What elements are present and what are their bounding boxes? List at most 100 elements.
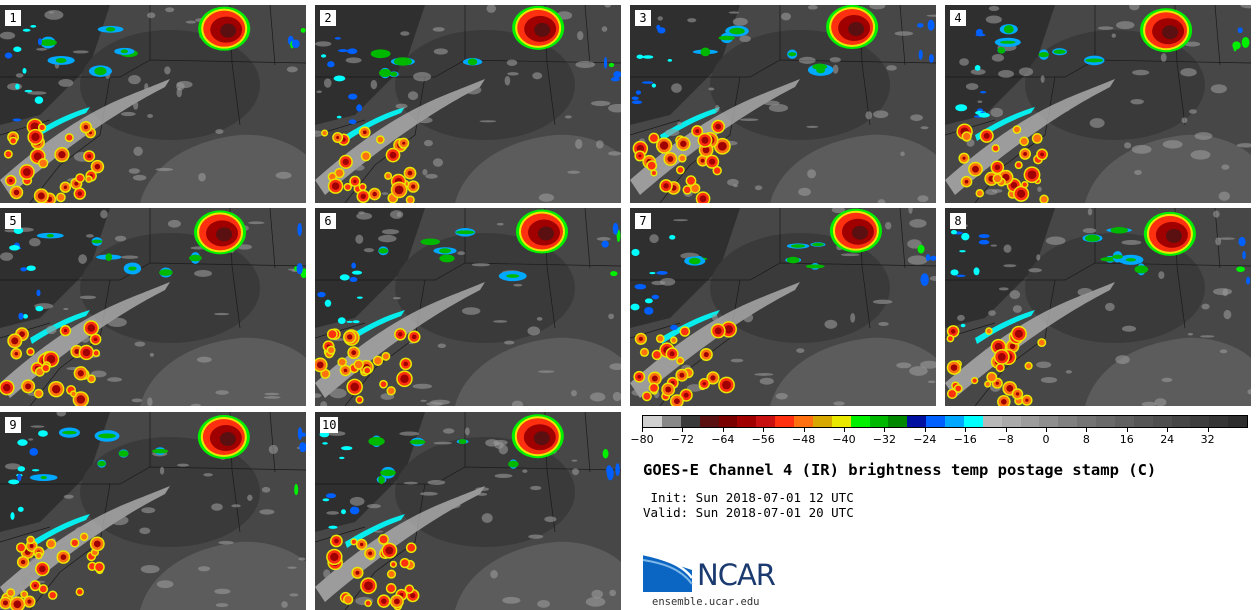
panel-number-label: 1 bbox=[5, 10, 21, 26]
colorbar-swatch bbox=[1058, 416, 1078, 427]
colorbar-swatch bbox=[1020, 416, 1040, 427]
colorbar-tick bbox=[965, 428, 967, 432]
colorbar-swatch bbox=[1171, 416, 1191, 427]
colorbar-swatch bbox=[1096, 416, 1115, 427]
colorbar-swatch bbox=[1114, 416, 1134, 427]
colorbar-swatch bbox=[1228, 416, 1247, 427]
postage-stamp-panel: 7 bbox=[630, 208, 936, 406]
panel-number-label: 4 bbox=[950, 10, 966, 26]
panel-number-label: 10 bbox=[320, 417, 339, 433]
panel-number-label: 8 bbox=[950, 213, 966, 229]
postage-stamp-panel: 8 bbox=[945, 208, 1251, 406]
colorbar-swatch bbox=[1152, 416, 1172, 427]
colorbar-tick bbox=[924, 428, 926, 432]
ir-satellite-map bbox=[630, 5, 936, 203]
panel-number-label: 2 bbox=[320, 10, 336, 26]
colorbar-tick bbox=[682, 428, 684, 432]
colorbar-tick-label: 8 bbox=[1082, 433, 1090, 446]
colorbar-tick bbox=[1126, 428, 1128, 432]
postage-stamp-panel: 9 bbox=[0, 412, 306, 610]
colorbar-tick bbox=[1005, 428, 1007, 432]
colorbar-tick-label: 24 bbox=[1160, 433, 1175, 446]
colorbar-tick-label: 16 bbox=[1119, 433, 1134, 446]
colorbar-swatch bbox=[831, 416, 851, 427]
colorbar-swatch bbox=[869, 416, 889, 427]
colorbar-tick-label: −72 bbox=[670, 433, 694, 446]
ir-satellite-map bbox=[945, 208, 1251, 406]
panel-number-label: 9 bbox=[5, 417, 21, 433]
colorbar-tick-label: −24 bbox=[913, 433, 937, 446]
colorbar-tick-label: −48 bbox=[791, 433, 816, 446]
colorbar-swatch bbox=[1077, 416, 1096, 427]
colorbar-tick bbox=[1207, 428, 1209, 432]
colorbar-swatch bbox=[794, 416, 813, 427]
ir-satellite-map bbox=[0, 5, 306, 203]
colorbar-tick-label: −16 bbox=[953, 433, 977, 446]
colorbar-swatch bbox=[1039, 416, 1059, 427]
panel-number-label: 7 bbox=[635, 213, 651, 229]
init-time: Init: Sun 2018-07-01 12 UTC bbox=[643, 490, 854, 505]
colorbar-tick bbox=[1167, 428, 1169, 432]
colorbar-tick-label: 32 bbox=[1200, 433, 1215, 446]
colorbar-swatch bbox=[756, 416, 776, 427]
postage-stamp-panel: 2 bbox=[315, 5, 621, 203]
logo-text: NCAR bbox=[697, 558, 776, 592]
colorbar-swatch bbox=[775, 416, 794, 427]
panel-number-label: 5 bbox=[5, 213, 21, 229]
colorbar-tick bbox=[763, 428, 765, 432]
colorbar-swatch bbox=[680, 416, 700, 427]
colorbar-swatch bbox=[1133, 416, 1153, 427]
colorbar-swatch bbox=[1209, 416, 1229, 427]
colorbar bbox=[642, 415, 1248, 428]
colorbar-swatch bbox=[661, 416, 681, 427]
colorbar-tick bbox=[884, 428, 886, 432]
colorbar-tick bbox=[1046, 428, 1047, 432]
panel-number-label: 6 bbox=[320, 213, 336, 229]
colorbar-swatch bbox=[926, 416, 945, 427]
colorbar-tick bbox=[1086, 428, 1088, 432]
panel-number-label: 3 bbox=[635, 10, 651, 26]
ir-satellite-map bbox=[315, 412, 621, 610]
colorbar-tick-label: −56 bbox=[751, 433, 775, 446]
postage-stamp-panel: 5 bbox=[0, 208, 306, 406]
colorbar-tick-label: −40 bbox=[832, 433, 856, 446]
ir-satellite-map bbox=[315, 5, 621, 203]
postage-stamp-panel: 3 bbox=[630, 5, 936, 203]
postage-stamp-panel: 10 bbox=[315, 412, 621, 610]
site-url: ensemble.ucar.edu bbox=[652, 596, 760, 608]
ir-satellite-map bbox=[630, 208, 936, 406]
colorbar-swatch bbox=[643, 416, 662, 427]
valid-time: Valid: Sun 2018-07-01 20 UTC bbox=[643, 505, 854, 520]
postage-stamp-panel: 1 bbox=[0, 5, 306, 203]
colorbar-tick bbox=[844, 428, 845, 432]
colorbar-tick bbox=[722, 428, 724, 432]
colorbar-tick-label: −64 bbox=[711, 433, 735, 446]
colorbar-tick-label: 0 bbox=[1042, 433, 1050, 446]
colorbar-swatch bbox=[907, 416, 927, 427]
colorbar-swatch bbox=[699, 416, 719, 427]
ir-satellite-map bbox=[315, 208, 621, 406]
colorbar-tick-label: −8 bbox=[997, 433, 1014, 446]
ir-satellite-map bbox=[0, 412, 306, 610]
colorbar-swatch bbox=[812, 416, 832, 427]
colorbar-swatch bbox=[718, 416, 738, 427]
ir-satellite-map bbox=[0, 208, 306, 406]
ncar-logo-icon bbox=[642, 552, 694, 592]
colorbar-swatch bbox=[1001, 416, 1021, 427]
colorbar-swatch bbox=[850, 416, 870, 427]
colorbar-swatch bbox=[888, 416, 908, 427]
colorbar-swatch bbox=[945, 416, 964, 427]
colorbar-swatch bbox=[963, 416, 983, 427]
colorbar-swatch bbox=[737, 416, 757, 427]
colorbar-tick-label: −80 bbox=[630, 433, 654, 446]
postage-stamp-panel: 4 bbox=[945, 5, 1251, 203]
postage-stamp-panel: 6 bbox=[315, 208, 621, 406]
colorbar-ticks: −80 −72 −64 −56 −48 −40 −32 −24 −16 −8 0 8 16 24 32 bbox=[630, 428, 1248, 450]
colorbar-tick bbox=[803, 428, 805, 432]
colorbar-swatch bbox=[1190, 416, 1210, 427]
colorbar-tick-label: −32 bbox=[872, 433, 896, 446]
figure-title: GOES-E Channel 4 (IR) brightness temp po… bbox=[643, 461, 1157, 479]
ir-satellite-map bbox=[945, 5, 1251, 203]
colorbar-tick bbox=[642, 428, 643, 432]
colorbar-swatch bbox=[982, 416, 1002, 427]
